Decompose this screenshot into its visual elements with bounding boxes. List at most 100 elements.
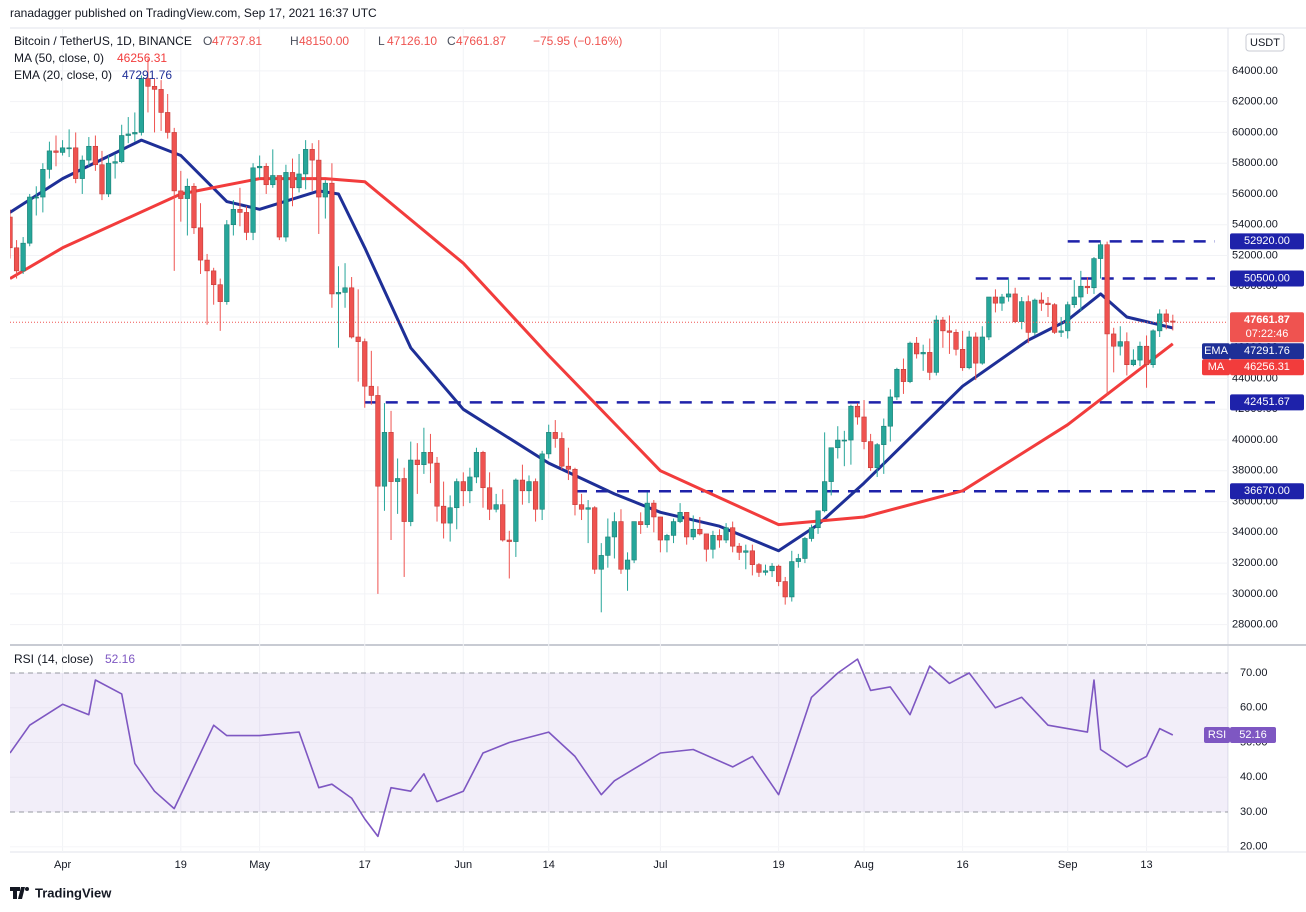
- brand-logo-dot: [25, 887, 29, 891]
- candle-body: [1097, 244, 1104, 259]
- candle-body: [66, 147, 72, 150]
- y-tick-label: 44000.00: [1232, 372, 1278, 384]
- candle-body: [296, 173, 302, 189]
- candle-body: [1104, 244, 1110, 335]
- y-tick-label: 52000.00: [1232, 249, 1278, 261]
- candle-body: [598, 555, 604, 570]
- candle-body: [835, 439, 841, 449]
- candle-body: [927, 352, 933, 373]
- candle-body: [283, 172, 289, 238]
- candle-body: [664, 535, 670, 541]
- candle-body: [854, 405, 861, 418]
- candle-body: [40, 169, 46, 198]
- candle-body: [1124, 341, 1130, 365]
- price-pane: [10, 58, 1228, 613]
- candle-body: [900, 368, 907, 382]
- candle-body: [953, 332, 959, 350]
- candle-body: [736, 545, 742, 553]
- candle-body: [1163, 313, 1169, 322]
- candle-body: [493, 504, 499, 510]
- candle-body: [1032, 299, 1038, 333]
- candle-body: [79, 159, 85, 179]
- candle-body: [1130, 359, 1136, 365]
- candle-body: [1038, 299, 1045, 304]
- y-tick-label: 54000.00: [1232, 219, 1278, 231]
- candle-body: [53, 150, 59, 153]
- candle-body: [684, 512, 690, 538]
- candle-body: [756, 564, 762, 573]
- candle-body: [204, 259, 210, 272]
- indicator-tag-name: MA: [1208, 361, 1225, 373]
- candle-body: [749, 550, 755, 565]
- currency[interactable]: USDT: [1250, 37, 1280, 49]
- rsi-tag-name: RSI: [1208, 729, 1226, 741]
- level-tag: [1230, 483, 1304, 500]
- y-tick-label: 56000.00: [1232, 188, 1278, 200]
- published-line: ranadagger published on TradingView.com,…: [10, 6, 377, 20]
- indicator-tag-box: [1230, 343, 1304, 360]
- candle-body: [828, 447, 834, 482]
- candle-body: [559, 438, 565, 467]
- candle-body: [178, 190, 184, 199]
- level-tag-label: 42451.67: [1244, 396, 1290, 408]
- candle-body: [250, 167, 256, 233]
- candle-body: [920, 352, 926, 355]
- candle-body: [887, 396, 893, 427]
- y-tick-label: 58000.00: [1232, 157, 1278, 169]
- x-tick-label: Apr: [54, 859, 71, 871]
- candle-body: [519, 479, 526, 492]
- candle-body: [408, 459, 414, 522]
- level-tag: [1230, 233, 1304, 250]
- y-tick-label: 32000.00: [1232, 557, 1278, 569]
- y-tick-label: 30000.00: [1232, 588, 1278, 600]
- candle-body: [125, 133, 131, 136]
- candle-body: [158, 89, 164, 113]
- candle-body: [473, 452, 480, 478]
- candle-body: [1091, 258, 1097, 289]
- candle-body: [27, 196, 33, 244]
- candle-body: [171, 132, 177, 192]
- candle-body: [605, 536, 611, 556]
- y-tick-label: 28000.00: [1232, 619, 1278, 631]
- ema-legend-value: 47291.76: [122, 68, 172, 82]
- candle-body: [762, 570, 769, 573]
- candle-body: [940, 319, 946, 332]
- candle-body: [861, 416, 867, 442]
- candle-body: [1150, 330, 1156, 365]
- candle-body: [276, 175, 282, 238]
- candle-body: [841, 439, 847, 442]
- candle-body: [224, 224, 230, 302]
- candle-body: [20, 242, 26, 272]
- indicator-tag-box: [1230, 359, 1304, 376]
- candle-body: [105, 162, 112, 195]
- candle-body: [1019, 301, 1025, 322]
- x-tick-label: 13: [1140, 859, 1152, 871]
- candle-body: [1058, 330, 1064, 333]
- candle-body: [237, 209, 243, 213]
- ohlc-key: C: [447, 34, 456, 48]
- candle-body: [388, 432, 394, 482]
- candle-body: [349, 287, 355, 338]
- rsi-tag-name-box: [1204, 727, 1230, 744]
- candle-body: [670, 521, 677, 536]
- candle-body: [881, 425, 887, 445]
- candle-body: [592, 507, 598, 570]
- currency-box[interactable]: [1245, 33, 1285, 52]
- brand-logo: [10, 887, 25, 899]
- ohlc-key: O: [203, 34, 212, 48]
- candle-body: [618, 521, 624, 570]
- x-tick-label: May: [249, 859, 270, 871]
- candle-body: [421, 452, 427, 465]
- candle-body: [1045, 302, 1051, 305]
- candle-body: [447, 507, 453, 524]
- symbol-title: Bitcoin / TetherUS, 1D, BINANCE: [14, 34, 192, 48]
- rsi-tick-label: 40.00: [1240, 771, 1268, 783]
- candle-body: [703, 533, 709, 550]
- axes: Apr 19 May 17 Jun 14 Jul 19 Aug 16 Sep 13 28000.00 30…: [54, 65, 1304, 871]
- candle-body: [907, 342, 913, 382]
- candle-body: [789, 561, 795, 598]
- x-tick-label: Jun: [454, 859, 472, 871]
- ohlc-value: 47737.81: [212, 34, 262, 48]
- candle-body: [362, 341, 368, 387]
